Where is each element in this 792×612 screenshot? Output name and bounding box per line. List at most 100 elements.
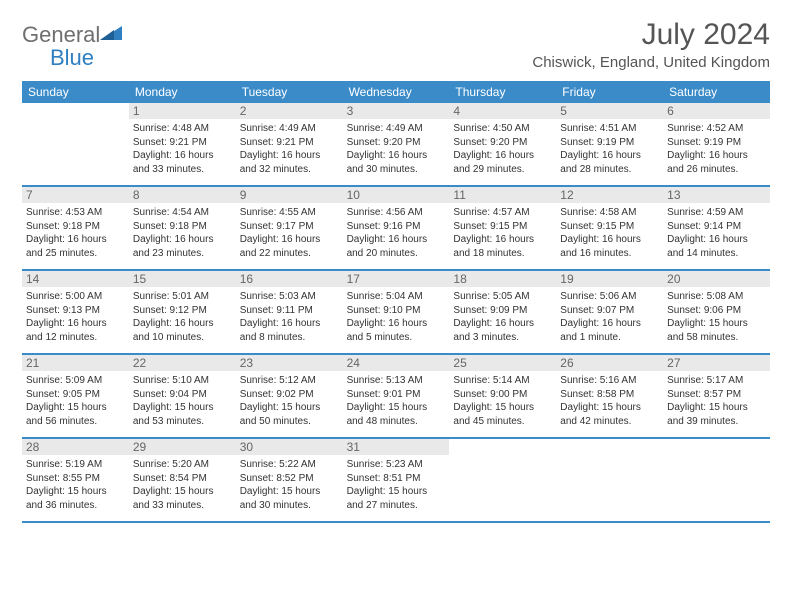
info-line: and 58 minutes.	[667, 331, 766, 345]
day-cell	[22, 103, 129, 185]
info-line: Daylight: 15 hours	[133, 485, 232, 499]
info-line: and 3 minutes.	[453, 331, 552, 345]
day-number: 17	[343, 271, 450, 287]
info-line: Daylight: 16 hours	[133, 317, 232, 331]
day-info: Sunrise: 4:49 AMSunset: 9:20 PMDaylight:…	[347, 122, 446, 176]
info-line: Daylight: 15 hours	[560, 401, 659, 415]
title-block: July 2024 Chiswick, England, United King…	[532, 18, 770, 71]
info-line: and 23 minutes.	[133, 247, 232, 261]
info-line: Daylight: 16 hours	[453, 233, 552, 247]
logo-text-block: General Blue	[22, 24, 122, 70]
info-line: Daylight: 16 hours	[347, 149, 446, 163]
day-number: 4	[449, 103, 556, 119]
info-line: Daylight: 15 hours	[240, 485, 339, 499]
info-line: Sunrise: 5:06 AM	[560, 290, 659, 304]
info-line: Sunrise: 5:01 AM	[133, 290, 232, 304]
info-line: Daylight: 15 hours	[667, 401, 766, 415]
day-cell	[556, 439, 663, 521]
info-line: Sunset: 9:06 PM	[667, 304, 766, 318]
info-line: Sunrise: 4:49 AM	[240, 122, 339, 136]
info-line: Sunrise: 5:20 AM	[133, 458, 232, 472]
info-line: and 20 minutes.	[347, 247, 446, 261]
info-line: Sunset: 9:10 PM	[347, 304, 446, 318]
info-line: Sunrise: 4:55 AM	[240, 206, 339, 220]
day-number: 11	[449, 187, 556, 203]
day-info: Sunrise: 5:13 AMSunset: 9:01 PMDaylight:…	[347, 374, 446, 428]
info-line: Sunrise: 5:03 AM	[240, 290, 339, 304]
info-line: Daylight: 16 hours	[453, 317, 552, 331]
day-info: Sunrise: 5:23 AMSunset: 8:51 PMDaylight:…	[347, 458, 446, 512]
info-line: and 12 minutes.	[26, 331, 125, 345]
day-info: Sunrise: 4:54 AMSunset: 9:18 PMDaylight:…	[133, 206, 232, 260]
info-line: Sunset: 9:13 PM	[26, 304, 125, 318]
info-line: Sunset: 9:07 PM	[560, 304, 659, 318]
day-info: Sunrise: 5:19 AMSunset: 8:55 PMDaylight:…	[26, 458, 125, 512]
day-number: 14	[22, 271, 129, 287]
info-line: Sunrise: 5:09 AM	[26, 374, 125, 388]
info-line: Daylight: 15 hours	[26, 401, 125, 415]
day-cell: 8Sunrise: 4:54 AMSunset: 9:18 PMDaylight…	[129, 187, 236, 269]
info-line: and 53 minutes.	[133, 415, 232, 429]
day-info: Sunrise: 5:22 AMSunset: 8:52 PMDaylight:…	[240, 458, 339, 512]
day-cell: 27Sunrise: 5:17 AMSunset: 8:57 PMDayligh…	[663, 355, 770, 437]
day-number: 29	[129, 439, 236, 455]
week-row: 28Sunrise: 5:19 AMSunset: 8:55 PMDayligh…	[22, 439, 770, 523]
day-cell: 16Sunrise: 5:03 AMSunset: 9:11 PMDayligh…	[236, 271, 343, 353]
info-line: Daylight: 15 hours	[26, 485, 125, 499]
week-row: 7Sunrise: 4:53 AMSunset: 9:18 PMDaylight…	[22, 187, 770, 271]
dow-fri: Friday	[556, 81, 663, 103]
day-cell: 26Sunrise: 5:16 AMSunset: 8:58 PMDayligh…	[556, 355, 663, 437]
day-number: 15	[129, 271, 236, 287]
day-number: 12	[556, 187, 663, 203]
logo-triangle-icon	[100, 24, 122, 45]
info-line: Daylight: 15 hours	[347, 401, 446, 415]
location: Chiswick, England, United Kingdom	[532, 54, 770, 71]
day-cell: 23 Sunrise: 5:12 AMSunset: 9:02 PMDayligh…	[236, 355, 343, 437]
day-cell: 12Sunrise: 4:58 AMSunset: 9:15 PMDayligh…	[556, 187, 663, 269]
info-line: Sunset: 9:15 PM	[453, 220, 552, 234]
day-cell: 20Sunrise: 5:08 AMSunset: 9:06 PMDayligh…	[663, 271, 770, 353]
info-line: Sunset: 8:58 PM	[560, 388, 659, 402]
weeks-container: 1 Sunrise: 4:48 AMSunset: 9:21 PMDaylight…	[22, 103, 770, 523]
info-line: Sunset: 9:18 PM	[26, 220, 125, 234]
info-line: Daylight: 16 hours	[26, 233, 125, 247]
day-cell: 15Sunrise: 5:01 AMSunset: 9:12 PMDayligh…	[129, 271, 236, 353]
info-line: Sunrise: 4:56 AM	[347, 206, 446, 220]
day-cell: 14Sunrise: 5:00 AMSunset: 9:13 PMDayligh…	[22, 271, 129, 353]
info-line: Sunrise: 4:51 AM	[560, 122, 659, 136]
info-line: Sunset: 8:57 PM	[667, 388, 766, 402]
info-line: Sunrise: 5:00 AM	[26, 290, 125, 304]
info-line: and 8 minutes.	[240, 331, 339, 345]
day-info: Sunrise: 5:06 AMSunset: 9:07 PMDaylight:…	[560, 290, 659, 344]
day-cell	[449, 439, 556, 521]
info-line: Sunset: 8:51 PM	[347, 472, 446, 486]
info-line: Sunset: 9:11 PM	[240, 304, 339, 318]
day-number: 2	[236, 103, 343, 119]
day-cell: 7Sunrise: 4:53 AMSunset: 9:18 PMDaylight…	[22, 187, 129, 269]
info-line: Sunrise: 4:52 AM	[667, 122, 766, 136]
info-line: and 30 minutes.	[347, 163, 446, 177]
day-info: Sunrise: 5:12 AMSunset: 9:02 PMDaylight:…	[240, 374, 339, 428]
info-line: and 42 minutes.	[560, 415, 659, 429]
info-line: and 25 minutes.	[26, 247, 125, 261]
logo-word2: Blue	[22, 45, 94, 70]
info-line: Sunset: 9:20 PM	[453, 136, 552, 150]
header: General Blue July 2024 Chiswick, England…	[22, 18, 770, 71]
info-line: Daylight: 16 hours	[667, 149, 766, 163]
day-number: 23	[236, 355, 343, 371]
info-line: Sunset: 9:04 PM	[133, 388, 232, 402]
info-line: Sunrise: 5:23 AM	[347, 458, 446, 472]
day-info: Sunrise: 4:53 AMSunset: 9:18 PMDaylight:…	[26, 206, 125, 260]
info-line: Sunset: 9:02 PM	[240, 388, 339, 402]
info-line: Sunset: 9:16 PM	[347, 220, 446, 234]
day-info: Sunrise: 5:09 AMSunset: 9:05 PMDaylight:…	[26, 374, 125, 428]
info-line: and 22 minutes.	[240, 247, 339, 261]
info-line: Sunset: 9:01 PM	[347, 388, 446, 402]
day-cell: 1 Sunrise: 4:48 AMSunset: 9:21 PMDaylight…	[129, 103, 236, 185]
day-info: Sunrise: 4:48 AMSunset: 9:21 PMDaylight:…	[133, 122, 232, 176]
day-number: 27	[663, 355, 770, 371]
info-line: and 18 minutes.	[453, 247, 552, 261]
day-cell: 10Sunrise: 4:56 AMSunset: 9:16 PMDayligh…	[343, 187, 450, 269]
day-cell: 19Sunrise: 5:06 AMSunset: 9:07 PMDayligh…	[556, 271, 663, 353]
day-number: 1	[129, 103, 236, 119]
